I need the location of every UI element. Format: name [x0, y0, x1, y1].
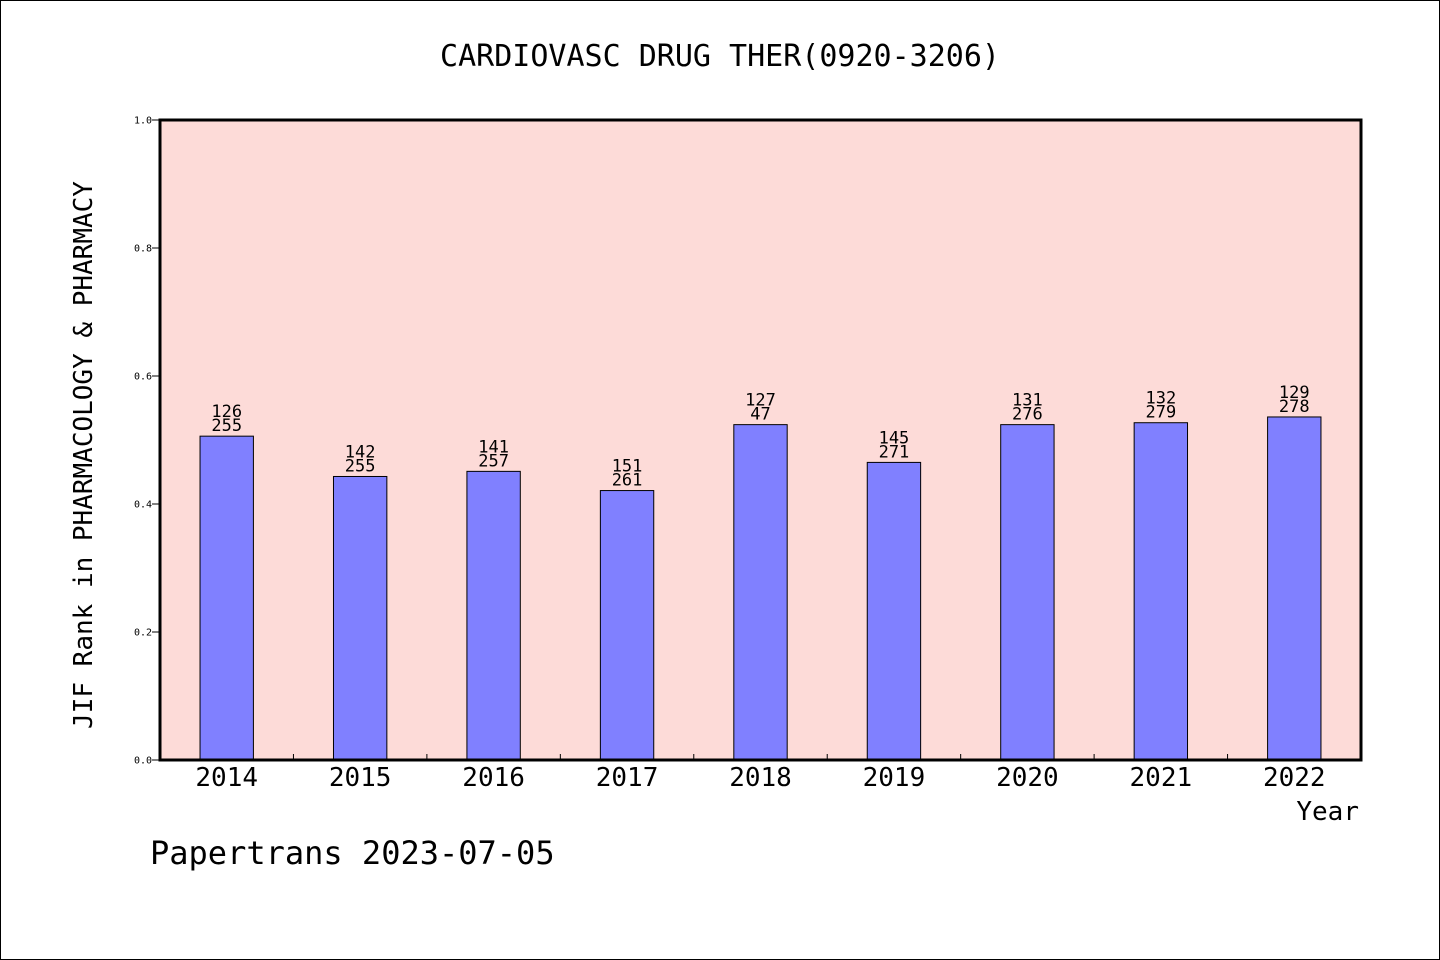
bar-total-label: 278: [1279, 397, 1310, 417]
x-tick-label: 2014: [195, 763, 258, 793]
bar-total-label: 257: [478, 451, 509, 471]
bar: [332, 475, 388, 761]
x-tick-label: 2021: [1130, 763, 1193, 793]
y-tick-label: 0.4: [134, 500, 152, 511]
x-tick-label: 2019: [863, 763, 926, 793]
bar-rank-label: 131: [1012, 391, 1043, 411]
bar: [466, 470, 521, 761]
y-axis-label: JIF Rank in PHARMACOLOGY & PHARMACY: [69, 181, 99, 729]
x-tick-label: 2017: [596, 763, 659, 793]
x-axis-label: Year: [1296, 797, 1359, 827]
bar: [733, 424, 788, 761]
bar-total-label: 261: [612, 471, 643, 491]
bar-rank-label: 151: [612, 457, 643, 477]
x-tick-label: 2015: [329, 763, 392, 793]
plot-border: [158, 118, 1363, 762]
bar-total-label: 271: [879, 442, 910, 462]
bar: [1267, 416, 1322, 761]
bar-total-label: 255: [211, 416, 242, 436]
y-tick-label: 1.0: [134, 116, 152, 127]
bar-rank-label: 127: [745, 391, 776, 411]
bar-total-label: 279: [1145, 403, 1176, 423]
x-tick-label: 2018: [729, 763, 792, 793]
y-tick-label: 0.6: [134, 372, 152, 383]
x-tick-label: 2022: [1263, 763, 1326, 793]
bar-rank-label: 145: [879, 428, 910, 448]
y-tick-label: 0.0: [134, 756, 152, 767]
chart-title: CARDIOVASC DRUG THER(0920-3206): [440, 39, 1000, 74]
bar-rank-label: 129: [1279, 383, 1310, 403]
bar-total-label: 276: [1012, 405, 1043, 425]
bar: [1133, 422, 1189, 761]
bar: [866, 461, 922, 761]
bar: [599, 490, 655, 761]
footer-text: Papertrans 2023-07-05: [150, 834, 555, 872]
bar-total-label: 47: [750, 405, 770, 425]
bar: [199, 435, 254, 761]
y-tick-label: 0.2: [134, 628, 152, 639]
x-tick-label: 2016: [462, 763, 525, 793]
bar: [1000, 424, 1055, 761]
x-tick-label: 2020: [996, 763, 1059, 793]
bar-rank-label: 141: [478, 437, 509, 457]
bar-rank-label: 126: [211, 402, 242, 422]
y-tick-label: 0.8: [134, 244, 152, 255]
bar-rank-label: 132: [1145, 389, 1176, 409]
bar-rank-label: 142: [345, 442, 376, 462]
bar-total-label: 255: [345, 456, 376, 476]
y-axis-ticks: 0.0 0.2 0.4 0.6 0.8 1.0: [134, 116, 160, 767]
x-axis-ticks: 2014 2015 2016 2017 2018 2019 2020 2021 2022: [195, 754, 1326, 793]
